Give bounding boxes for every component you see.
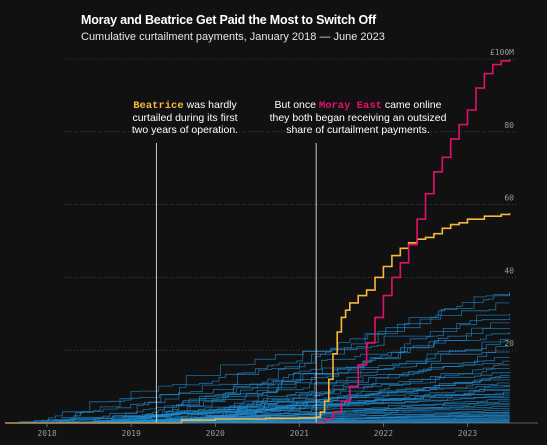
annotation-text: share of curtailment payments. <box>286 124 430 136</box>
other-series-line <box>5 360 510 424</box>
chart-title: Moray and Beatrice Get Paid the Most to … <box>81 13 376 27</box>
annotation-text: curtailed during its first <box>132 112 238 124</box>
annotation-beatrice: Beatrice was hardly curtailed during its… <box>122 99 248 136</box>
annotation-text: they both began receiving an outsized <box>269 112 447 124</box>
annotation-text: came online <box>381 99 442 111</box>
other-series-line <box>5 412 510 424</box>
x-tick-label: 2020 <box>206 429 225 438</box>
grid-layer <box>65 58 518 351</box>
other-series-line <box>5 397 510 424</box>
y-tick-label: 40 <box>504 266 514 275</box>
other-series-line <box>5 393 510 424</box>
annotation-text: But once <box>274 99 319 111</box>
reference-lines <box>155 143 317 423</box>
y-tick-label: 20 <box>504 339 514 348</box>
moray-label: Moray East <box>318 100 382 112</box>
x-tick-label: 2019 <box>122 429 141 438</box>
y-tick-label: 60 <box>504 194 514 203</box>
other-series-line <box>5 408 510 424</box>
moray-east-series-line <box>316 59 511 424</box>
beatrice-series-line <box>5 213 511 424</box>
annotation-moray: But once Moray East came online they bot… <box>258 99 458 136</box>
x-tick-label: 2023 <box>458 429 477 438</box>
other-series-line <box>5 292 510 424</box>
x-tick-label: 2018 <box>37 429 56 438</box>
other-series-layer <box>5 292 510 424</box>
other-series-line <box>5 302 510 424</box>
other-series-line <box>5 395 510 424</box>
chart-subtitle: Cumulative curtailment payments, January… <box>81 31 385 43</box>
x-tick-label: 2021 <box>290 429 309 438</box>
highlight-series-layer <box>5 59 511 424</box>
other-series-line <box>5 346 510 424</box>
beatrice-label: Beatrice <box>133 100 184 112</box>
annotation-text: two years of operation. <box>131 124 239 136</box>
other-series-line <box>5 313 510 424</box>
y-tick-label: 80 <box>504 121 514 130</box>
y-tick-label: £100M <box>490 48 514 57</box>
other-series-line <box>5 332 510 424</box>
axis-layer: 20 40 60 80 £100M 2018 2019 2020 2021 2022 2023 <box>5 48 538 438</box>
other-series-line <box>5 293 510 424</box>
other-series-line <box>5 340 510 424</box>
other-series-line <box>5 317 510 424</box>
x-tick-label: 2022 <box>374 429 393 438</box>
annotation-text: was hardly <box>183 99 237 111</box>
